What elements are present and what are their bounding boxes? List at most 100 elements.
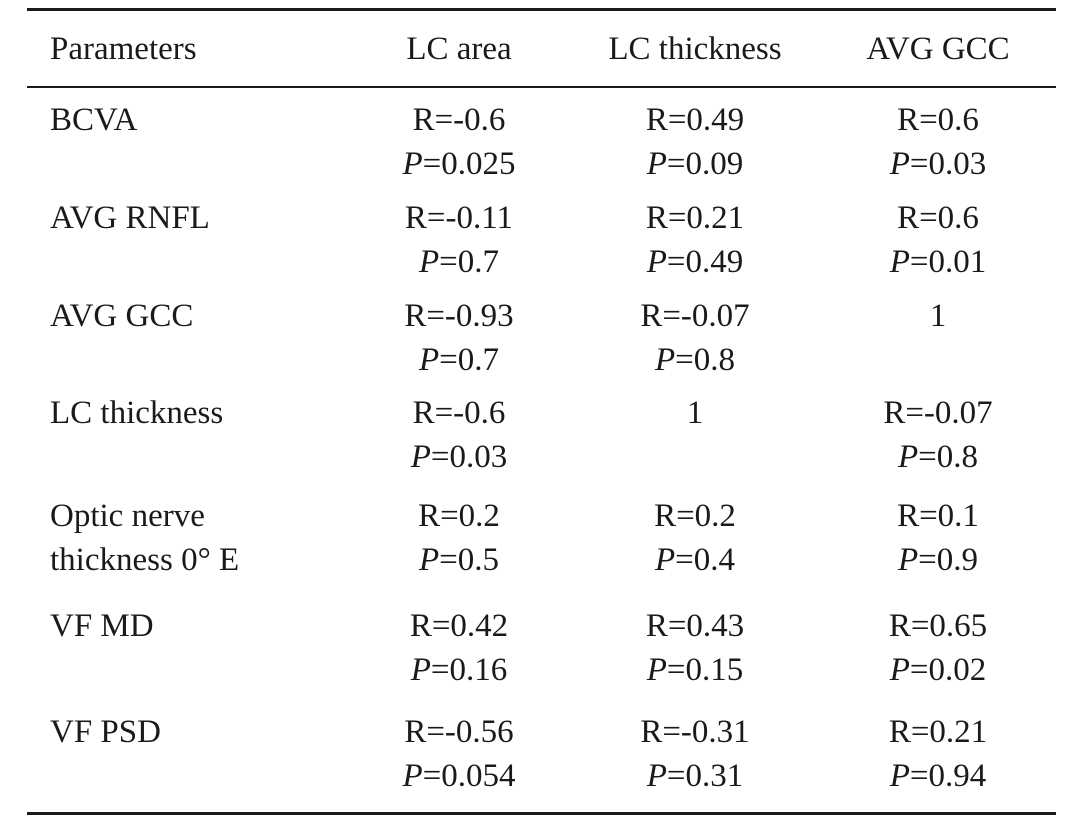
p-value-line: P=0.8 bbox=[575, 338, 815, 382]
p-value-line: P=0.31 bbox=[575, 754, 815, 798]
r-value: R=0.6 bbox=[897, 102, 979, 138]
p-value: =0.8 bbox=[918, 439, 979, 475]
p-symbol: P bbox=[897, 542, 919, 578]
header-lc-thickness: LC thickness bbox=[608, 31, 782, 67]
header-parameters: Parameters bbox=[50, 31, 197, 67]
parameter-label-line: VF MD bbox=[50, 608, 154, 644]
p-value: =0.31 bbox=[666, 758, 744, 794]
header-avg-gcc: AVG GCC bbox=[866, 31, 1010, 67]
table-row-parameter: BCVA bbox=[50, 98, 137, 142]
r-value: R=-0.31 bbox=[640, 714, 750, 750]
table-cell: R=0.49 P=0.09 bbox=[575, 98, 815, 186]
p-symbol: P bbox=[402, 758, 423, 794]
r-value: R=0.49 bbox=[645, 102, 745, 138]
p-symbol: P bbox=[646, 146, 667, 182]
p-value-line: P=0.025 bbox=[339, 142, 579, 186]
table-cell: R=0.65 P=0.02 bbox=[818, 604, 1058, 692]
p-value-line: P=0.8 bbox=[818, 435, 1058, 479]
table-top-rule bbox=[27, 8, 1056, 11]
p-value-line: P=0.15 bbox=[575, 648, 815, 692]
p-symbol: P bbox=[889, 244, 910, 280]
table-cell: R=0.2 P=0.4 bbox=[575, 494, 815, 582]
table-cell: R=0.21 P=0.49 bbox=[575, 196, 815, 284]
p-value-line: P=0.7 bbox=[339, 338, 579, 382]
table-row-parameter: VF PSD bbox=[50, 710, 161, 754]
r-value: R=-0.07 bbox=[883, 395, 993, 431]
p-symbol: P bbox=[646, 244, 667, 280]
table-row-parameter: VF MD bbox=[50, 604, 154, 648]
table-cell: R=-0.56 P=0.054 bbox=[339, 710, 579, 798]
r-value: R=0.42 bbox=[409, 608, 509, 644]
p-symbol: P bbox=[889, 146, 910, 182]
r-value: R=-0.07 bbox=[640, 298, 750, 334]
p-value: =0.16 bbox=[430, 652, 508, 688]
table-cell: R=0.43 P=0.15 bbox=[575, 604, 815, 692]
r-value: R=0.1 bbox=[897, 498, 979, 534]
r-value: R=0.2 bbox=[418, 498, 500, 534]
table-cell: R=-0.07 P=0.8 bbox=[575, 294, 815, 382]
p-symbol: P bbox=[646, 652, 667, 688]
p-value: =0.94 bbox=[909, 758, 987, 794]
p-symbol: P bbox=[646, 758, 667, 794]
p-value-line: P=0.02 bbox=[818, 648, 1058, 692]
p-symbol: P bbox=[418, 542, 440, 578]
r-value: 1 bbox=[929, 298, 947, 334]
p-symbol: P bbox=[654, 342, 676, 378]
p-value: =0.4 bbox=[675, 542, 736, 578]
parameter-label-line: AVG GCC bbox=[50, 298, 194, 334]
p-value: =0.7 bbox=[439, 244, 500, 280]
header-lc-area: LC area bbox=[406, 31, 512, 67]
table-cell: R=-0.6 P=0.03 bbox=[339, 391, 579, 479]
table-header-rule bbox=[27, 86, 1056, 88]
table-cell: R=0.1 P=0.9 bbox=[818, 494, 1058, 582]
p-value: =0.01 bbox=[909, 244, 987, 280]
r-value: R=0.21 bbox=[645, 200, 745, 236]
p-value: =0.8 bbox=[675, 342, 736, 378]
table-row-parameter: AVG RNFL bbox=[50, 196, 210, 240]
p-symbol: P bbox=[889, 652, 910, 688]
table-cell: R=0.6 P=0.03 bbox=[818, 98, 1058, 186]
table-cell: R=-0.93 P=0.7 bbox=[339, 294, 579, 382]
p-value: =0.09 bbox=[666, 146, 744, 182]
p-value-line: P=0.9 bbox=[818, 538, 1058, 582]
r-value: R=0.21 bbox=[888, 714, 988, 750]
p-value: =0.03 bbox=[909, 146, 987, 182]
r-value: R=0.6 bbox=[897, 200, 979, 236]
p-value-line: P=0.4 bbox=[575, 538, 815, 582]
r-value: R=-0.56 bbox=[404, 714, 514, 750]
table-bottom-rule bbox=[27, 812, 1056, 815]
p-symbol: P bbox=[410, 652, 431, 688]
table-cell: 1 bbox=[818, 294, 1058, 338]
r-value: R=0.43 bbox=[645, 608, 745, 644]
p-value: =0.03 bbox=[430, 439, 508, 475]
parameter-label-line: BCVA bbox=[50, 102, 138, 138]
table-row-parameter: AVG GCC bbox=[50, 294, 193, 338]
r-value: R=0.2 bbox=[654, 498, 736, 534]
parameter-label-line: thickness 0° E bbox=[50, 542, 240, 578]
p-value-line: P=0.94 bbox=[818, 754, 1058, 798]
table-cell: R=-0.31 P=0.31 bbox=[575, 710, 815, 798]
p-value: =0.5 bbox=[439, 542, 500, 578]
parameter-label-line: Optic nerve bbox=[50, 498, 205, 534]
table-row-parameter: LC thickness bbox=[50, 391, 223, 435]
parameter-label-line: AVG RNFL bbox=[50, 200, 210, 236]
r-value: R=-0.6 bbox=[412, 102, 506, 138]
r-value: R=-0.11 bbox=[404, 200, 514, 236]
p-symbol: P bbox=[410, 439, 431, 475]
p-value-line: P=0.01 bbox=[818, 240, 1058, 284]
table-row-parameter: Optic nerve thickness 0° E bbox=[50, 494, 239, 582]
p-value: =0.025 bbox=[422, 146, 516, 182]
p-value: =0.7 bbox=[439, 342, 500, 378]
p-value-line: P=0.49 bbox=[575, 240, 815, 284]
p-value-line: P=0.5 bbox=[339, 538, 579, 582]
table-cell: R=0.2 P=0.5 bbox=[339, 494, 579, 582]
p-value-line: P=0.03 bbox=[818, 142, 1058, 186]
table-cell: R=-0.6 P=0.025 bbox=[339, 98, 579, 186]
table-cell: R=-0.07 P=0.8 bbox=[818, 391, 1058, 479]
r-value: R=-0.93 bbox=[404, 298, 514, 334]
p-symbol: P bbox=[654, 542, 676, 578]
p-symbol: P bbox=[402, 146, 423, 182]
r-value: R=0.65 bbox=[888, 608, 988, 644]
table-cell: R=-0.11 P=0.7 bbox=[339, 196, 579, 284]
table-cell: R=0.42 P=0.16 bbox=[339, 604, 579, 692]
